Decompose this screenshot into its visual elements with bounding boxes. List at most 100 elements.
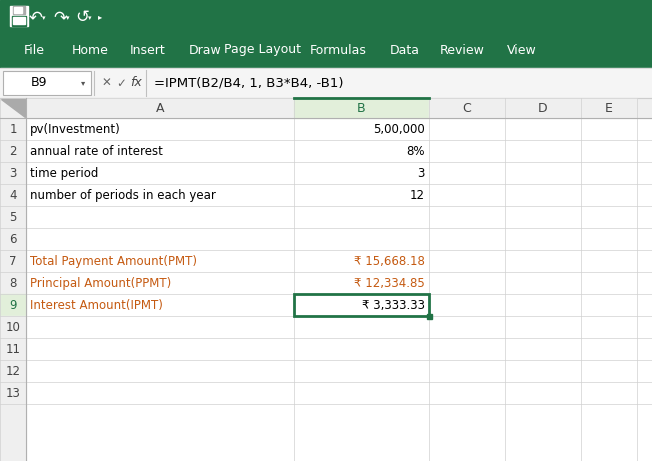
Bar: [26, 140, 294, 162]
Bar: [429, 184, 505, 206]
Bar: [581, 118, 637, 140]
Bar: [505, 382, 581, 404]
Bar: [0, 316, 26, 338]
Text: Page Layout: Page Layout: [224, 43, 301, 57]
Bar: [0, 0, 652, 32]
Bar: [505, 228, 581, 250]
Bar: [429, 360, 505, 382]
Bar: [581, 338, 637, 360]
Bar: [0, 118, 26, 140]
Bar: [0, 184, 26, 206]
Bar: [505, 338, 581, 360]
Bar: [10, 6, 28, 26]
Bar: [429, 250, 505, 272]
Bar: [581, 272, 637, 294]
Bar: [505, 98, 581, 118]
Text: 9: 9: [9, 299, 17, 312]
Text: annual rate of interest: annual rate of interest: [30, 144, 163, 158]
Text: ₹ 12,334.85: ₹ 12,334.85: [354, 277, 425, 290]
Bar: [26, 272, 294, 294]
Text: time period: time period: [30, 166, 98, 179]
Bar: [294, 250, 429, 272]
Bar: [581, 206, 637, 228]
Bar: [429, 294, 505, 316]
Text: ▸: ▸: [98, 12, 102, 22]
Text: B9: B9: [31, 77, 47, 89]
Text: 5,00,000: 5,00,000: [373, 123, 425, 136]
Text: ₹ 15,668.18: ₹ 15,668.18: [354, 254, 425, 267]
Bar: [429, 118, 505, 140]
Text: ↺: ↺: [75, 8, 89, 26]
Bar: [429, 206, 505, 228]
Bar: [0, 98, 26, 461]
Bar: [429, 316, 505, 338]
Text: ▾: ▾: [88, 15, 92, 21]
Bar: [26, 360, 294, 382]
Bar: [26, 206, 294, 228]
Bar: [581, 228, 637, 250]
Bar: [26, 250, 294, 272]
Text: A: A: [156, 101, 164, 114]
Bar: [429, 98, 505, 118]
Bar: [0, 68, 652, 98]
Bar: [294, 294, 429, 316]
Text: Principal Amount(PPMT): Principal Amount(PPMT): [30, 277, 171, 290]
Bar: [0, 338, 26, 360]
Bar: [0, 250, 26, 272]
Bar: [581, 316, 637, 338]
Text: 3: 3: [418, 166, 425, 179]
Bar: [26, 228, 294, 250]
Text: number of periods in each year: number of periods in each year: [30, 189, 216, 201]
Bar: [429, 162, 505, 184]
Bar: [581, 98, 637, 118]
Bar: [26, 294, 294, 316]
Bar: [26, 98, 294, 118]
Text: View: View: [507, 43, 537, 57]
Bar: [0, 98, 652, 461]
Bar: [294, 118, 429, 140]
Text: ✓: ✓: [116, 77, 126, 89]
Bar: [581, 360, 637, 382]
Bar: [581, 140, 637, 162]
Text: 6: 6: [9, 232, 17, 246]
Text: ✕: ✕: [101, 77, 111, 89]
Polygon shape: [1, 99, 25, 117]
Text: Review: Review: [439, 43, 484, 57]
Bar: [581, 250, 637, 272]
Bar: [505, 316, 581, 338]
Bar: [505, 118, 581, 140]
Bar: [0, 32, 652, 68]
Bar: [26, 382, 294, 404]
Bar: [505, 272, 581, 294]
Bar: [427, 314, 432, 319]
Text: 11: 11: [5, 343, 20, 355]
Bar: [0, 162, 26, 184]
Text: =IPMT(B2/B4, 1, B3*B4, -B1): =IPMT(B2/B4, 1, B3*B4, -B1): [154, 77, 344, 89]
Text: D: D: [538, 101, 548, 114]
Bar: [0, 228, 26, 250]
Text: 2: 2: [9, 144, 17, 158]
Bar: [429, 228, 505, 250]
Bar: [294, 338, 429, 360]
Bar: [581, 382, 637, 404]
Text: 4: 4: [9, 189, 17, 201]
Bar: [294, 360, 429, 382]
Bar: [26, 338, 294, 360]
Text: 1: 1: [9, 123, 17, 136]
Bar: [505, 162, 581, 184]
Text: C: C: [463, 101, 471, 114]
Text: 12: 12: [5, 365, 20, 378]
Bar: [294, 316, 429, 338]
Bar: [13, 17, 25, 24]
Text: ▾: ▾: [67, 15, 70, 21]
Bar: [505, 206, 581, 228]
Text: ↷: ↷: [53, 8, 67, 26]
Bar: [294, 206, 429, 228]
Bar: [581, 184, 637, 206]
Bar: [429, 338, 505, 360]
Text: ₹ 3,333.33: ₹ 3,333.33: [362, 299, 425, 312]
Bar: [581, 162, 637, 184]
Bar: [0, 272, 26, 294]
Text: 3: 3: [9, 166, 17, 179]
Text: fx: fx: [130, 77, 142, 89]
